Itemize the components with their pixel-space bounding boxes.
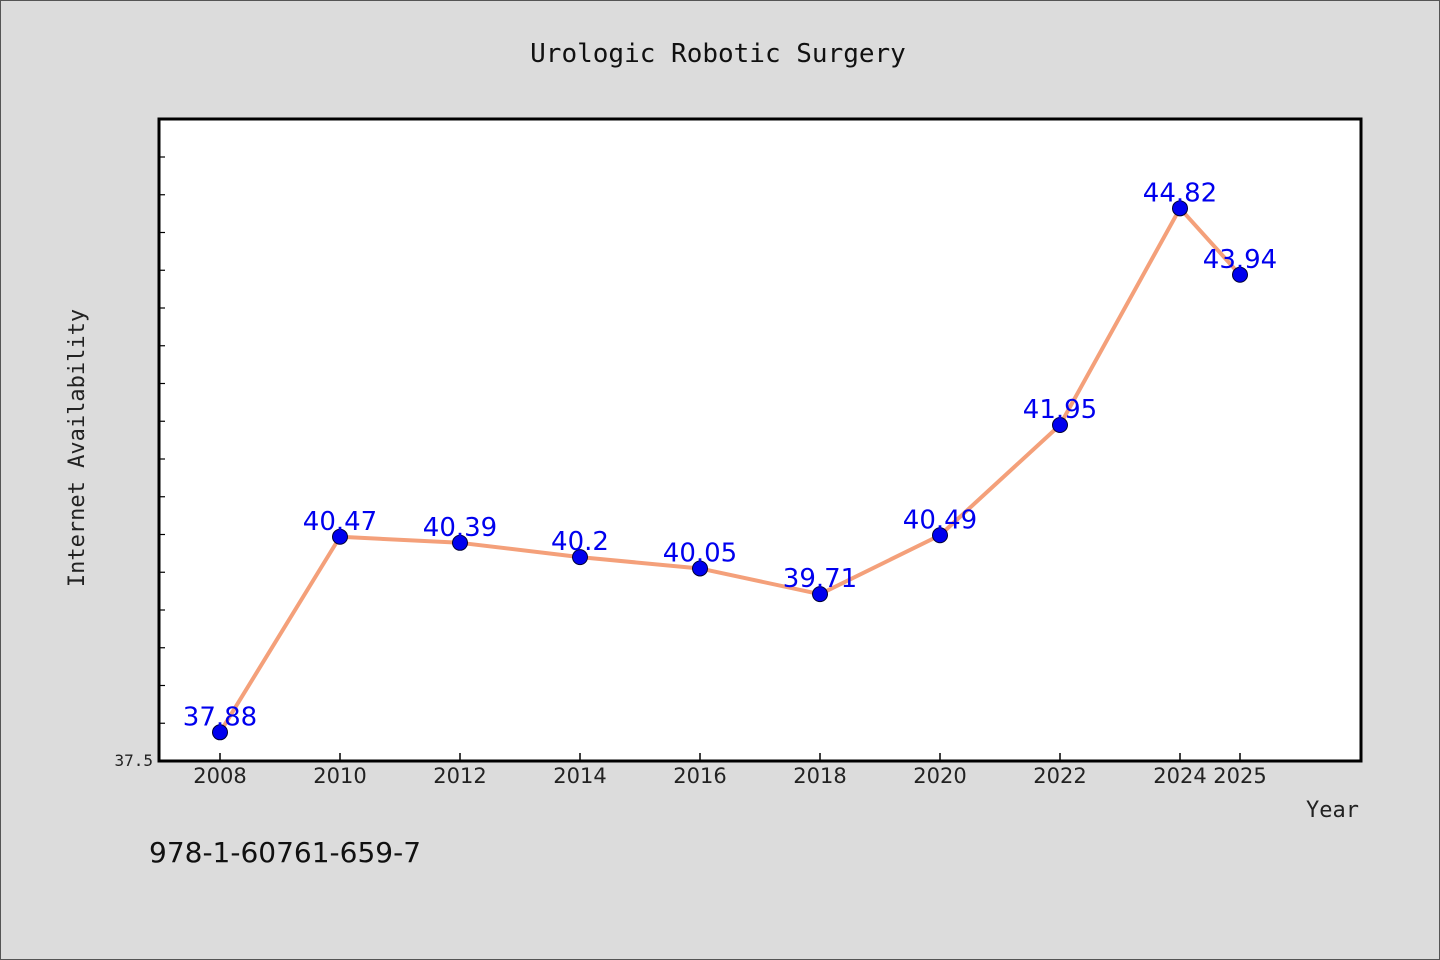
x-tick-label: 2024 [1153,764,1206,788]
data-label: 40.47 [303,507,377,537]
x-tick-label: 2010 [313,764,366,788]
x-tick-label: 2018 [793,764,846,788]
plot-area [157,117,1363,763]
x-tick-label: 2022 [1033,764,1086,788]
data-label: 40.39 [423,513,497,543]
data-label: 43.94 [1203,245,1277,275]
data-label: 40.05 [663,538,737,568]
data-point [932,527,948,544]
y-axis-ticks [159,118,165,762]
data-point [452,534,468,551]
x-tick-label: 2016 [673,764,726,788]
data-label: 40.49 [903,505,977,535]
series-layer: 37.88 40.47 40.39 40.2 40.05 39.71 40.49 41.95 4… [183,178,1277,741]
data-label: 39.71 [783,564,857,594]
data-point [1172,200,1188,217]
data-label: 37.88 [183,702,257,732]
x-tick-label: 2025 [1213,764,1266,788]
x-axis-title: Year [1306,798,1359,823]
data-point [1232,266,1248,283]
y-axis-title: Internet Availability [65,309,90,587]
x-tick-label: 2008 [193,764,246,788]
series-line [218,206,1242,734]
data-label: 41.95 [1023,395,1097,425]
data-point [212,724,228,741]
x-tick-label: 2014 [553,764,606,788]
y-tick-label: 37.5 [114,751,153,770]
x-axis-ticks: 2008 2010 2012 2014 2016 2018 2020 2022 2024 2025 [193,753,1267,788]
x-tick-label: 2020 [913,764,966,788]
data-point [572,549,588,566]
chart-title: Urologic Robotic Surgery [530,39,906,69]
isbn-caption: 978-1-60761-659-7 [149,836,421,869]
data-point [692,560,708,577]
data-point [812,586,828,603]
x-tick-label: 2012 [433,764,486,788]
data-point [1052,417,1068,434]
data-label: 44.82 [1143,178,1217,208]
data-label: 40.2 [551,527,609,557]
data-point [332,528,348,545]
